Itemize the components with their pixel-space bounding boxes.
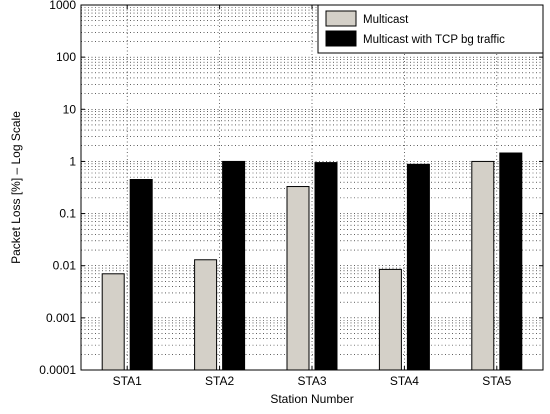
legend-label-series-2: Multicast with TCP bg traffic — [363, 34, 505, 46]
y-tick-label: 0.01 — [53, 259, 77, 273]
bar-sta4-series-1 — [378, 268, 402, 371]
bars — [101, 152, 523, 371]
bar-sta2-series-1 — [194, 259, 218, 371]
legend-swatch-series-2 — [325, 30, 357, 47]
legend-label-series-1: Multicast — [363, 14, 409, 26]
x-tick-label: STA4 — [390, 374, 419, 388]
y-ticks: 0.0001 0.001 0.01 0.1 1 10 100 1000 — [39, 0, 543, 377]
bar-sta4-series-2 — [406, 163, 430, 371]
legend: Multicast Multicast with TCP bg traffic — [317, 4, 544, 54]
y-tick-label: 1 — [69, 154, 76, 168]
x-tick-label: STA2 — [205, 374, 234, 388]
bar-sta5-series-2 — [499, 152, 523, 371]
x-tick-label: STA5 — [482, 374, 511, 388]
y-axis-title: Packet Loss [%] – Log Scale — [9, 111, 23, 264]
y-tick-label: 0.1 — [59, 207, 76, 221]
bar-sta3-series-2 — [314, 162, 338, 371]
bar-sta5-series-1 — [471, 160, 495, 371]
x-tick-label: STA3 — [297, 374, 326, 388]
x-tick-label: STA1 — [113, 374, 142, 388]
bar-sta2-series-2 — [222, 160, 246, 371]
bar-sta1-series-2 — [129, 179, 153, 371]
x-axis-title: Station Number — [270, 392, 353, 406]
y-tick-label: 0.001 — [46, 311, 76, 325]
y-tick-label: 100 — [56, 50, 76, 64]
legend-swatch-series-1 — [325, 10, 357, 27]
bar-sta3-series-1 — [286, 186, 310, 371]
y-tick-label: 10 — [63, 102, 77, 116]
x-ticks: STA1 STA2 STA3 STA4 STA5 — [113, 5, 512, 388]
bar-sta1-series-1 — [101, 273, 125, 371]
grid-lines — [81, 5, 543, 370]
y-tick-label: 1000 — [49, 0, 76, 12]
y-tick-label: 0.0001 — [39, 363, 76, 377]
